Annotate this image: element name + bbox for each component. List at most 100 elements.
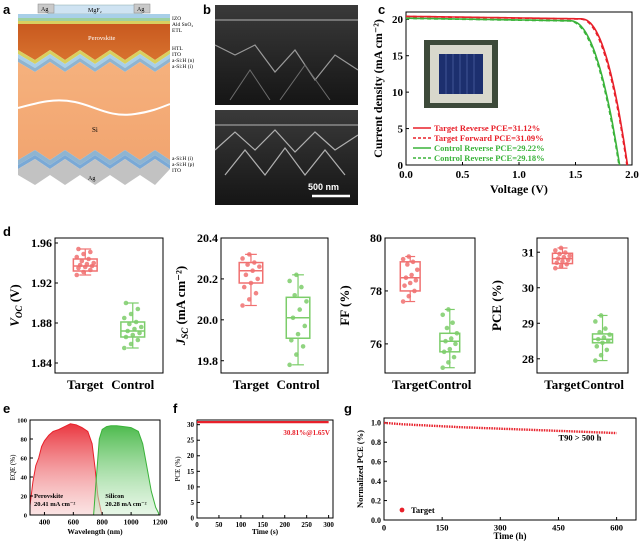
d2-data-point (302, 323, 308, 329)
sno2-label: Ald SnO₂ (172, 22, 193, 28)
ag-right-label: Ag (137, 7, 144, 13)
mpp-xtick-label: 150 (258, 521, 269, 529)
jv-xtick-label: 1.0 (512, 169, 526, 181)
jv-legend-entry: Control Reverse PCE=29.22% (434, 143, 545, 153)
d2-data-point (246, 297, 252, 302)
jv-ytick-label: 5 (398, 123, 404, 135)
etl-label: ETL (172, 28, 183, 34)
jv-xtick-label: 2.0 (625, 169, 639, 181)
d3-category-label: Target (392, 377, 429, 392)
d3-data-point (440, 312, 446, 318)
d4-data-point (561, 254, 567, 260)
d2-data-point (304, 299, 309, 304)
si-label: Si (92, 126, 98, 134)
d1-plot-frame (54, 237, 164, 374)
ag-bottom-label: Ag (88, 176, 95, 182)
mgf2-label: MgF₂ (88, 8, 102, 14)
eqe-ytick-label: 0 (24, 512, 27, 519)
d2-data-point (300, 344, 306, 349)
d1-data-point (76, 246, 81, 252)
d4-ytick-label: 30 (522, 281, 534, 295)
mpp-ytick-label: 15 (187, 468, 195, 476)
mpp-ytick-label: 25 (187, 437, 195, 445)
htl-label: HTL (172, 46, 183, 52)
d1-data-point (128, 311, 134, 317)
d3-data-point (444, 325, 450, 331)
d2-data-point (287, 278, 292, 284)
jv-device-photo-cell (439, 54, 483, 94)
d2-data-point (253, 290, 259, 296)
d4-data-point (598, 313, 604, 318)
d4-category-label: Control (581, 377, 624, 392)
d1-data-point (133, 319, 139, 325)
ito-mid-layer (18, 54, 170, 68)
eqe-xtick-label: 800 (97, 518, 109, 527)
d2-data-point (245, 262, 250, 267)
d3-ytick-label: 76 (370, 337, 382, 351)
sem-top-image (215, 5, 358, 105)
ff-boxplot: 76 78 80 Target Control FF (%) (337, 231, 476, 392)
ag-contact-left (37, 3, 55, 14)
jv-series-line (406, 15, 628, 166)
d1-category-label: Control (111, 377, 154, 392)
panel-label-a: a (3, 2, 11, 17)
d4-data-point (593, 358, 598, 363)
mpp-annotation: 30.81%@1.65V (283, 429, 330, 437)
eqe-perovskite-name: Perovskite (34, 493, 63, 500)
d4-data-point (597, 329, 602, 335)
asih-p-label: a-Si:H (p) (172, 161, 194, 168)
stab-ytick-label: 0.8 (371, 438, 381, 447)
d3-data-point (406, 293, 412, 299)
stab-ytick-label: 0.2 (371, 496, 381, 505)
jv-legend-entry: Control Reverse PCE=29.18% (434, 153, 545, 163)
d1-data-point (79, 258, 85, 264)
d2-data-point (246, 252, 252, 257)
mpp-ylabel: PCE (%) (174, 456, 182, 482)
d4-ytick-label: 29 (522, 316, 534, 330)
d3-data-point (410, 259, 416, 265)
d4-data-point (567, 253, 572, 259)
d4-data-point (595, 336, 601, 342)
jv-ylabel: Current density (mA cm⁻²) (371, 19, 385, 158)
stab-ytick-label: 0.6 (371, 458, 381, 467)
d3-ytick-label: 80 (370, 231, 382, 245)
eqe-xtick-label: 400 (39, 518, 51, 527)
stab-legend-marker (399, 507, 405, 513)
ag-contact-right (133, 3, 151, 14)
d2-data-point (255, 276, 260, 282)
d1-data-point (81, 269, 86, 275)
d3-data-point (407, 280, 413, 286)
d3-data-point (446, 360, 451, 365)
d1-data-point (132, 326, 137, 332)
d2-data-point (241, 284, 247, 290)
d1-data-point (128, 341, 134, 347)
d3-plot-frame (384, 237, 476, 374)
d4-ytick-label: 28 (522, 352, 534, 366)
d1-data-point (125, 328, 130, 334)
d3-data-point (451, 354, 457, 360)
d3-data-point (403, 275, 409, 281)
eqe-ytick-label: 100 (17, 417, 27, 424)
eqe-silicon-name: Silicon (105, 493, 124, 500)
d4-data-point (593, 319, 598, 324)
stab-legend-entry: Target (411, 505, 435, 515)
asih-n-layer (18, 58, 170, 72)
d1-data-point (88, 267, 93, 273)
d1-ytick-label: 1.92 (31, 276, 52, 290)
jv-series-line (406, 17, 620, 166)
d3-data-point (443, 338, 448, 344)
d2-category-label: Target (233, 377, 270, 392)
d2-data-point (252, 260, 257, 265)
d4-data-point (600, 340, 605, 346)
d2-ytick-label: 20.0 (197, 313, 218, 327)
mpp-ytick-label: 0 (191, 514, 195, 522)
eqe-plot-frame (29, 419, 161, 516)
d1-data-point (88, 249, 93, 255)
d2-ytick-label: 19.8 (197, 354, 218, 368)
d1-data-point (138, 324, 144, 330)
d4-ytick-label: 31 (522, 245, 534, 259)
d4-plot-frame (536, 237, 629, 374)
d1-data-point (121, 315, 127, 321)
